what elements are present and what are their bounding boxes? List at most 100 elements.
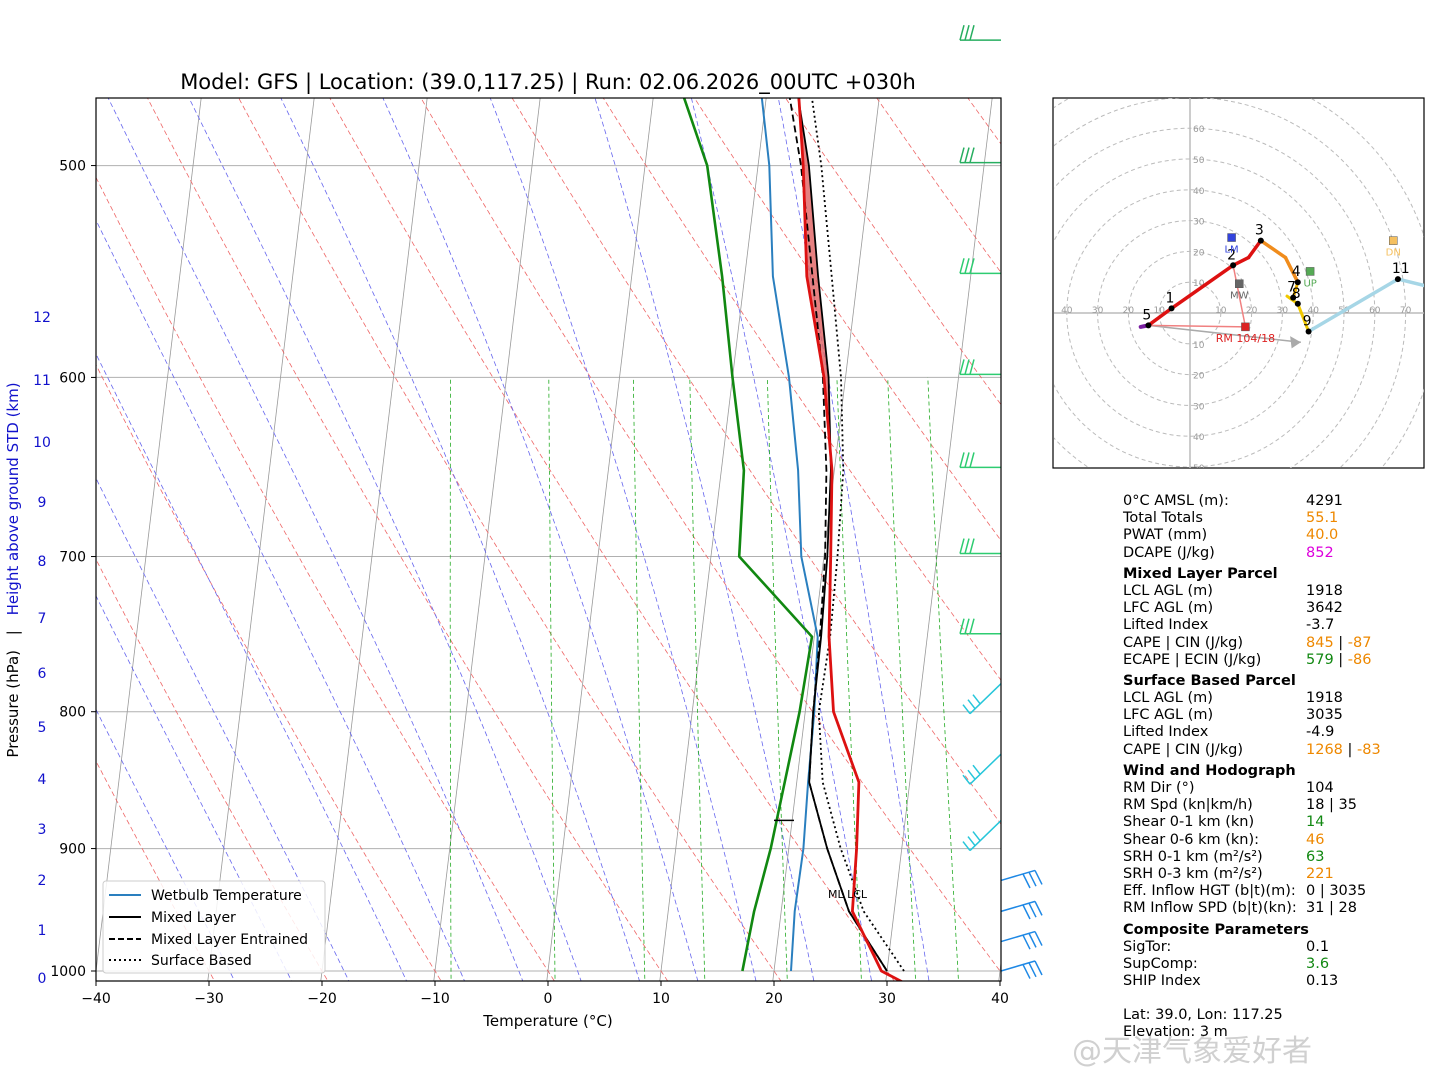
mixing-ratio-line [689,377,706,981]
dry-adiabat [329,98,895,981]
mixing-ratio-line [633,377,646,981]
wind-barb [959,147,1001,164]
hodo-point [1257,237,1264,244]
y-tick-label: 500 [59,159,86,175]
moist-adiabat [280,98,640,981]
y-tick-label: 800 [59,705,86,721]
wind-barb [1000,869,1043,889]
location-latlon: Lat: 39.0, Lon: 117.25 [1123,1007,1283,1024]
hodo-down-label: 50 [1193,464,1205,474]
isotherm [885,98,993,981]
hodo-axis-label: 40 [1307,306,1319,316]
series-mixed-layer [797,98,888,972]
profile-lines [682,98,905,981]
isotherm [96,98,202,975]
hodo-marker [1389,236,1398,245]
hodo-ring [1054,158,1345,468]
hodo-axis-label: 30 [1277,306,1289,316]
hodo-point-label: 5 [1142,307,1151,323]
skewt-plot: Model: GFS | Location: (39.0,117.25) | R… [4,24,1043,1030]
height-tick-label: 5 [38,720,47,736]
hodo-segment [1306,277,1400,334]
x-tick-label: 0 [544,991,553,1007]
moist-adiabat [96,595,293,981]
wind-barb [962,683,1002,715]
dry-adiabat [693,98,1001,542]
cape-fill [798,98,830,416]
wind-barb [1000,900,1043,920]
wind-barb [959,258,1001,275]
hodo-point [1145,322,1152,329]
wind-barb [962,753,1002,785]
section-header-composite: Composite Parameters [1123,921,1309,938]
hodo-marker [1241,322,1250,332]
stat-row-rm-spd: RM Spd (kn|km/h) 18 | 35 [1123,797,1358,814]
stat-row-rm-dir: RM Dir (°) 104 [1123,780,1334,796]
mixing-ratio-line [449,377,452,981]
moist-adiabat [594,98,815,981]
hodo-ring [1097,220,1283,406]
x-tick-label: 40 [991,991,1009,1007]
hodo-segment [1283,255,1300,284]
stat-row-sb-lfc: LFC AGL (m) 3035 [1123,707,1343,724]
stat-row-freezing-level: 0°C AMSL (m): 4291 [1123,493,1343,509]
moist-adiabat [691,98,873,981]
hodo-point-label: 7 [1287,280,1296,296]
height-tick-label: 10 [33,435,51,451]
hodo-point-label: 4 [1292,264,1301,280]
dry-adiabat [147,98,669,981]
hodo-point [1294,279,1301,286]
stat-row-supcomp: SupComp: 3.6 [1123,955,1330,972]
section-header-surface: Surface Based Parcel [1123,672,1296,689]
wind-barb [959,359,1001,376]
series-wetbulb-temperature [760,98,819,972]
y-tick-label: 700 [59,550,86,566]
series-surface-based [811,98,905,972]
hodo-point-label: 9 [1303,313,1312,329]
legend-item-mixed-layer: Mixed Layer [151,910,236,926]
stat-row-shear01: Shear 0-1 km (kn) 14 [1123,814,1325,831]
mixing-ratio-line [766,377,788,981]
dry-adiabat [238,98,782,981]
hodo-down-label: 20 [1193,372,1205,382]
legend-item-wetbulb: Wetbulb Temperature [151,888,302,904]
hodo-inflow [1232,265,1247,328]
y-tick-label: 600 [59,370,86,386]
stat-row-sb-li: Lifted Index -4.9 [1123,724,1335,741]
hodo-storm-motion [1148,324,1301,344]
isotherm [207,98,315,981]
hodo-axis-label: 70 [1400,306,1412,316]
stats-panel: 0°C AMSL (m): 4291 Total Totals 55.1 PWAT … [1123,493,1423,1042]
cape-area [798,98,830,416]
hodo-ring-label: 50 [1193,156,1205,166]
wind-barb [959,452,1001,469]
section-header-wind: Wind and Hodograph [1123,762,1296,779]
stat-row-ship: SHIP Index 0.13 [1123,973,1339,990]
stat-row-ml-li: Lifted Index -3.7 [1123,617,1335,634]
hodo-segment [1396,277,1424,288]
y-tick-label: 1000 [50,964,86,980]
hodo-marker-label: MW [1230,291,1249,302]
hodo-segment [1296,302,1311,333]
background-lines [96,98,1001,981]
hodo-point-label: 8 [1292,286,1301,302]
hodo-point [1230,262,1237,269]
x-tick-label: −40 [81,991,111,1007]
hodo-axis-label: 60 [1369,306,1381,316]
moist-adiabat [96,477,350,981]
hodo-point [1168,305,1175,312]
wind-barbs [959,24,1043,979]
stat-row-srh01: SRH 0-1 km (m²/s²) 63 [1123,848,1325,865]
wind-barb [962,820,1002,852]
y-axis-label: Pressure (hPa) [4,650,22,758]
height-tick-label: 0 [38,971,47,987]
hodo-point [1305,328,1312,335]
x-tick-label: 30 [878,991,896,1007]
mixing-ratio-line [836,377,862,981]
dry-adiabat [420,98,1001,973]
hodo-down-label: 40 [1193,433,1205,443]
isotherm [659,98,767,981]
series-mixed-layer-entrained [788,98,888,972]
moist-adiabat [382,98,699,981]
isotherm [772,98,880,981]
